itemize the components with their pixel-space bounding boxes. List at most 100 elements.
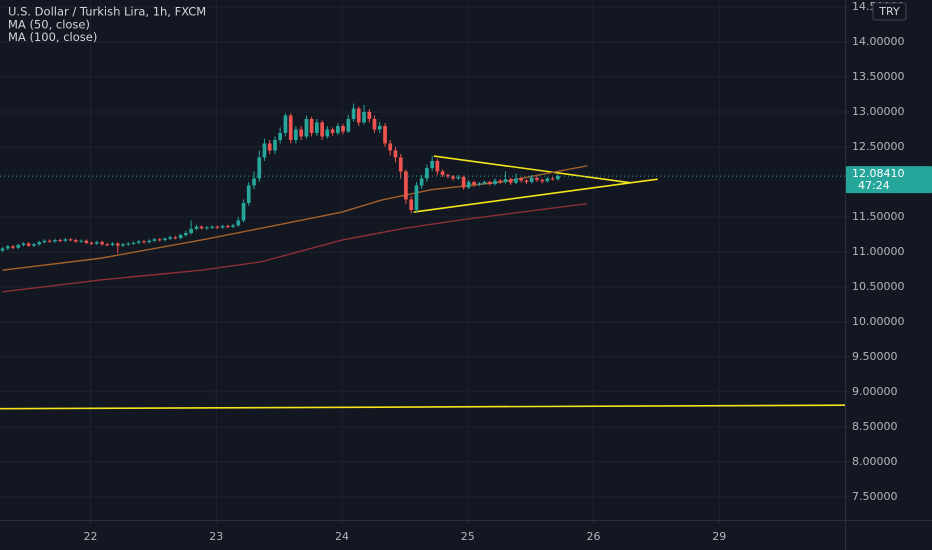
candle-body <box>519 178 524 181</box>
candle-body <box>252 178 256 186</box>
y-tick-label: 8.50000 <box>852 420 898 433</box>
candle-body <box>0 248 5 251</box>
candle-body <box>461 177 466 188</box>
y-tick-label: 8.00000 <box>852 455 898 468</box>
candle-body <box>315 122 319 133</box>
candle-body <box>110 243 115 245</box>
candle-body <box>115 243 120 246</box>
candle-body <box>414 185 419 210</box>
candle-body <box>372 118 377 130</box>
x-tick-label: 22 <box>84 530 98 543</box>
candle-body <box>362 111 366 123</box>
last-price-box <box>846 166 932 194</box>
candle-body <box>451 176 455 179</box>
candle-body <box>79 240 83 242</box>
y-tick-label: 13.00000 <box>852 105 905 118</box>
candle-body <box>482 181 487 184</box>
y-tick-label: 14.00000 <box>852 35 905 48</box>
candle-body <box>26 243 31 246</box>
candle-body <box>425 167 429 179</box>
candle-body <box>205 227 209 229</box>
candle-body <box>37 242 42 245</box>
candle-body <box>325 129 330 137</box>
candle-body <box>163 238 167 241</box>
legend-entry: MA (50, close) <box>8 18 90 32</box>
candle-body <box>330 129 335 133</box>
candle-body <box>556 176 560 180</box>
candle-body <box>5 246 10 249</box>
x-tick-label: 29 <box>712 530 726 543</box>
candle-body <box>472 181 476 185</box>
candle-body <box>514 178 518 183</box>
candle-body <box>16 244 21 248</box>
legend: MA (50, close)MA (100, close) <box>8 18 97 45</box>
candle-body <box>388 143 393 151</box>
candle-body <box>105 244 110 246</box>
candle-body <box>178 235 183 238</box>
candle-body <box>477 183 482 185</box>
candle-body <box>351 108 356 119</box>
candle-body <box>409 199 414 210</box>
candle-body <box>320 122 325 137</box>
candle-body <box>278 132 283 140</box>
candle-body <box>346 118 351 132</box>
candle-body <box>142 241 146 243</box>
candle-body <box>524 180 529 182</box>
currency-button[interactable] <box>872 2 907 21</box>
candle-body <box>89 242 94 244</box>
candle-body <box>419 178 424 186</box>
y-tick-label: 13.50000 <box>852 70 905 83</box>
candle-body <box>131 242 136 244</box>
candle-body <box>377 125 382 130</box>
candle-body <box>126 243 131 245</box>
candle-body <box>294 129 298 140</box>
candle-body <box>267 143 272 151</box>
legend-entry: MA (100, close) <box>8 30 97 44</box>
candle-body <box>262 143 267 158</box>
moving-average <box>2 202 588 293</box>
candle-body <box>550 178 555 180</box>
bar-countdown: 47:24 <box>858 179 890 192</box>
candle-body <box>147 240 152 243</box>
trend-line <box>0 404 845 410</box>
candle-body <box>121 244 125 246</box>
y-tick-label: 9.00000 <box>852 385 898 398</box>
candle-body <box>210 226 214 228</box>
candle-body <box>152 239 157 241</box>
candle-body <box>435 160 440 172</box>
candle-body <box>383 125 387 144</box>
candle-body <box>68 239 73 241</box>
candle-body <box>100 242 104 245</box>
x-tick-label: 25 <box>461 530 475 543</box>
candle-body <box>58 240 62 242</box>
candle-body <box>273 139 277 151</box>
candle-body <box>94 242 99 244</box>
symbol-title: U.S. Dollar / Turkish Lira, 1h, FXCM <box>8 5 206 19</box>
candle-body <box>220 226 225 228</box>
y-tick-label: 10.00000 <box>852 315 905 328</box>
x-tick-label: 26 <box>587 530 601 543</box>
axes: 7.50000 8.00000 8.50000 9.00000 9.50000 10.00… <box>84 0 905 543</box>
candle-body <box>11 246 15 248</box>
candle-body <box>498 180 503 182</box>
candle-body <box>466 181 471 188</box>
candle-body <box>299 129 304 137</box>
candle-body <box>288 115 293 140</box>
trend-line <box>433 155 631 184</box>
currency-label[interactable]: TRY <box>878 5 900 18</box>
x-tick-label: 23 <box>209 530 223 543</box>
candle-body <box>341 125 345 132</box>
y-tick-label: 12.50000 <box>852 140 905 153</box>
candle-body <box>173 237 178 239</box>
candle-body <box>236 220 241 226</box>
y-tick-label: 9.50000 <box>852 350 898 363</box>
candle-body <box>440 171 445 175</box>
candle-body <box>487 181 492 185</box>
candle-body <box>529 177 534 182</box>
candle-body <box>508 179 513 183</box>
candle-body <box>241 202 246 221</box>
candle-body <box>545 178 550 182</box>
